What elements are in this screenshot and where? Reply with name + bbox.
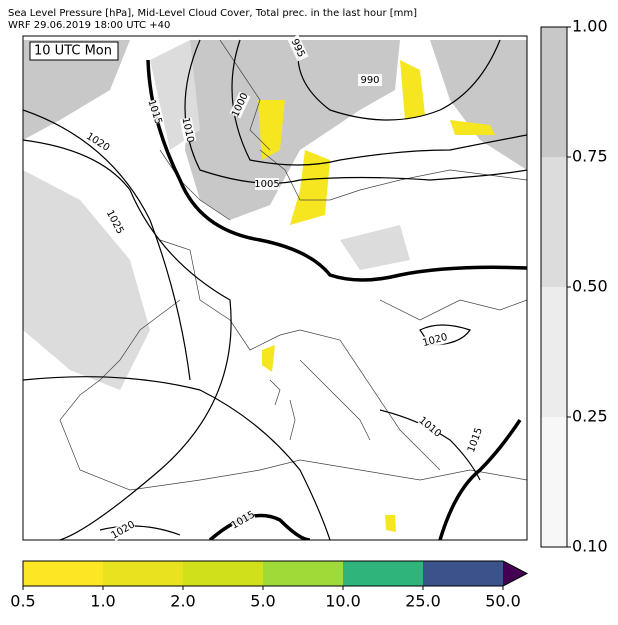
- time-label: 10 UTC Mon: [34, 44, 112, 59]
- contour-label: 1010: [179, 117, 195, 144]
- precip-tick-label: 1.0: [90, 592, 115, 611]
- precip-tick-label: 50.0: [485, 592, 521, 611]
- cloud-tick-label: 0.75: [572, 147, 608, 166]
- contour-label-bg: [465, 426, 485, 454]
- map: 10 UTC Mon: [22, 35, 528, 541]
- contour-label-bg: [179, 117, 197, 143]
- contour-label-bg: [287, 34, 309, 62]
- cloud-tick-label: 1.00: [572, 17, 608, 36]
- contour-label-bg: [358, 74, 382, 86]
- title: Sea Level Pressure [hPa], Mid-Level Clou…: [8, 8, 417, 19]
- contour-label-bg: [145, 98, 165, 126]
- contour-label-bg: [84, 130, 112, 154]
- cloud-colorbar: [540, 26, 568, 548]
- precip-colorbar: [22, 560, 529, 587]
- subtitle: WRF 29.06.2019 18:00 UTC +40: [8, 20, 170, 31]
- contour-label-bg: [229, 508, 257, 532]
- contour-label-bg: [229, 91, 251, 119]
- precip-tick-label: 0.5: [10, 592, 35, 611]
- cloud-tick-label: 0.50: [572, 277, 608, 296]
- contour-label-bg: [109, 518, 137, 542]
- cloud-tick-label: 0.10: [572, 537, 608, 556]
- cloud-tick-label: 0.25: [572, 407, 608, 426]
- contour-label-bg: [416, 414, 444, 440]
- contour-label: 990: [360, 75, 379, 86]
- precip-tick-label: 10.0: [325, 592, 361, 611]
- contour-label-bg: [255, 178, 279, 190]
- precip-tick-label: 2.0: [170, 592, 195, 611]
- contour-label: 1005: [254, 179, 279, 190]
- contour-label-bg: [421, 331, 449, 349]
- precip-tick-label: 25.0: [405, 592, 441, 611]
- precip-tick-label: 5.0: [250, 592, 275, 611]
- contour-label-bg: [104, 208, 126, 236]
